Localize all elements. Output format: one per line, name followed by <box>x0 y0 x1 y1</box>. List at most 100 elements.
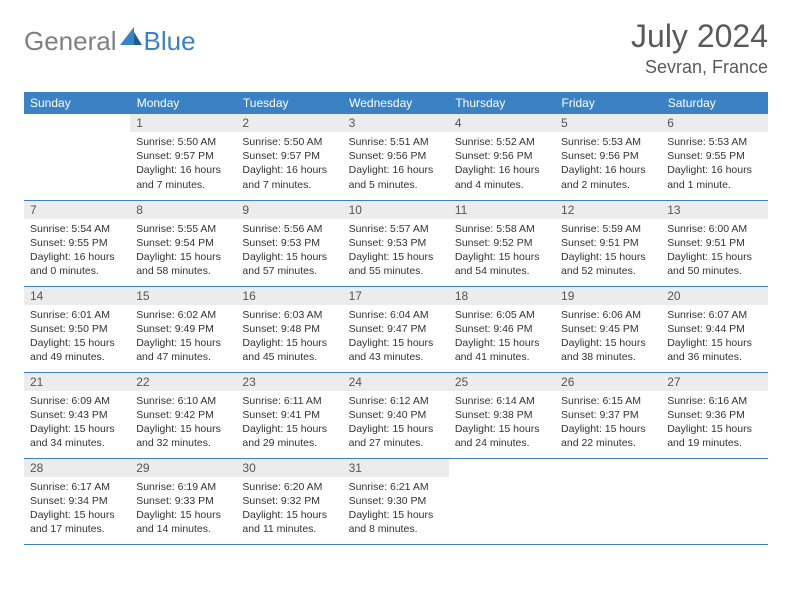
sunrise-text: Sunrise: 6:21 AM <box>349 480 443 494</box>
sunrise-text: Sunrise: 5:54 AM <box>30 222 124 236</box>
day-number: 11 <box>449 201 555 219</box>
day-number <box>449 459 555 463</box>
sunrise-text: Sunrise: 6:01 AM <box>30 308 124 322</box>
day-details: Sunrise: 5:58 AMSunset: 9:52 PMDaylight:… <box>449 219 555 283</box>
calendar-day-cell: 7Sunrise: 5:54 AMSunset: 9:55 PMDaylight… <box>24 200 130 286</box>
day-details: Sunrise: 6:17 AMSunset: 9:34 PMDaylight:… <box>24 477 130 541</box>
daylight-text: Daylight: 15 hours and 22 minutes. <box>561 422 655 450</box>
daylight-text: Daylight: 16 hours and 4 minutes. <box>455 163 549 191</box>
daylight-text: Daylight: 16 hours and 2 minutes. <box>561 163 655 191</box>
calendar-day-cell: 20Sunrise: 6:07 AMSunset: 9:44 PMDayligh… <box>661 286 767 372</box>
sunrise-text: Sunrise: 6:02 AM <box>136 308 230 322</box>
sunrise-text: Sunrise: 5:53 AM <box>561 135 655 149</box>
day-number: 6 <box>661 114 767 132</box>
sunset-text: Sunset: 9:37 PM <box>561 408 655 422</box>
weekday-header: Wednesday <box>343 92 449 114</box>
calendar-day-cell: 19Sunrise: 6:06 AMSunset: 9:45 PMDayligh… <box>555 286 661 372</box>
sunrise-text: Sunrise: 5:50 AM <box>136 135 230 149</box>
weekday-header: Thursday <box>449 92 555 114</box>
daylight-text: Daylight: 16 hours and 5 minutes. <box>349 163 443 191</box>
day-number <box>24 114 130 118</box>
day-details: Sunrise: 6:03 AMSunset: 9:48 PMDaylight:… <box>236 305 342 369</box>
sunset-text: Sunset: 9:32 PM <box>242 494 336 508</box>
sunrise-text: Sunrise: 5:59 AM <box>561 222 655 236</box>
sunset-text: Sunset: 9:36 PM <box>667 408 761 422</box>
day-details: Sunrise: 5:52 AMSunset: 9:56 PMDaylight:… <box>449 132 555 196</box>
daylight-text: Daylight: 15 hours and 29 minutes. <box>242 422 336 450</box>
title-block: July 2024 Sevran, France <box>631 18 768 78</box>
day-number: 17 <box>343 287 449 305</box>
sunset-text: Sunset: 9:54 PM <box>136 236 230 250</box>
calendar-week-row: 14 Sunrise: 6:01 AMSunset: 9:50 PM Dayligh… <box>24 286 768 372</box>
calendar-day-cell: 6Sunrise: 5:53 AMSunset: 9:55 PMDaylight… <box>661 114 767 200</box>
daylight-text: Daylight: 15 hours and 43 minutes. <box>349 336 443 364</box>
day-details: Sunrise: 5:57 AMSunset: 9:53 PMDaylight:… <box>343 219 449 283</box>
logo-text-blue: Blue <box>144 26 196 57</box>
calendar-day-cell: 16Sunrise: 6:03 AMSunset: 9:48 PMDayligh… <box>236 286 342 372</box>
calendar-day-cell: 4Sunrise: 5:52 AMSunset: 9:56 PMDaylight… <box>449 114 555 200</box>
daylight-text: Daylight: 15 hours and 17 minutes. <box>30 508 124 536</box>
sunset-text: Sunset: 9:33 PM <box>136 494 230 508</box>
sunrise-text: Sunrise: 5:52 AM <box>455 135 549 149</box>
calendar-day-cell: 11Sunrise: 5:58 AMSunset: 9:52 PMDayligh… <box>449 200 555 286</box>
calendar-day-cell: 12Sunrise: 5:59 AMSunset: 9:51 PMDayligh… <box>555 200 661 286</box>
weekday-header: Tuesday <box>236 92 342 114</box>
day-details: Sunrise: 6:06 AMSunset: 9:45 PMDaylight:… <box>555 305 661 369</box>
sunset-text: Sunset: 9:56 PM <box>455 149 549 163</box>
sunrise-text: Sunrise: 6:17 AM <box>30 480 124 494</box>
daylight-text: Daylight: 15 hours and 34 minutes. <box>30 422 124 450</box>
calendar-day-cell: 8Sunrise: 5:55 AMSunset: 9:54 PMDaylight… <box>130 200 236 286</box>
calendar-day-cell <box>24 114 130 200</box>
day-details: Sunrise: 5:50 AMSunset: 9:57 PMDaylight:… <box>236 132 342 196</box>
daylight-text: Daylight: 15 hours and 11 minutes. <box>242 508 336 536</box>
calendar-day-cell <box>661 458 767 544</box>
sunset-text: Sunset: 9:50 PM <box>30 322 124 336</box>
sunrise-text: Sunrise: 6:14 AM <box>455 394 549 408</box>
daylight-text: Daylight: 15 hours and 14 minutes. <box>136 508 230 536</box>
sunset-text: Sunset: 9:53 PM <box>242 236 336 250</box>
calendar-day-cell: 9Sunrise: 5:56 AMSunset: 9:53 PMDaylight… <box>236 200 342 286</box>
calendar-day-cell <box>449 458 555 544</box>
calendar-week-row: 7Sunrise: 5:54 AMSunset: 9:55 PMDaylight… <box>24 200 768 286</box>
logo-triangle-icon <box>120 27 142 50</box>
daylight-text: Daylight: 15 hours and 57 minutes. <box>242 250 336 278</box>
calendar-day-cell <box>555 458 661 544</box>
daylight-text: Daylight: 16 hours and 7 minutes. <box>136 163 230 191</box>
day-details: Sunrise: 5:59 AMSunset: 9:51 PMDaylight:… <box>555 219 661 283</box>
sunset-text: Sunset: 9:45 PM <box>561 322 655 336</box>
weekday-header: Friday <box>555 92 661 114</box>
day-number: 22 <box>130 373 236 391</box>
calendar-day-cell: 14Sunrise: 6:01 AMSunset: 9:50 PMDayligh… <box>24 286 130 372</box>
daylight-text: Daylight: 15 hours and 19 minutes. <box>667 422 761 450</box>
day-details: Sunrise: 6:16 AMSunset: 9:36 PMDaylight:… <box>661 391 767 455</box>
sunset-text: Sunset: 9:43 PM <box>30 408 124 422</box>
day-number: 7 <box>24 201 130 219</box>
sunset-text: Sunset: 9:34 PM <box>30 494 124 508</box>
calendar-day-cell: 15Sunrise: 6:02 AMSunset: 9:49 PMDayligh… <box>130 286 236 372</box>
calendar-day-cell: 5Sunrise: 5:53 AMSunset: 9:56 PMDaylight… <box>555 114 661 200</box>
day-number: 15 <box>130 287 236 305</box>
weekday-header: Monday <box>130 92 236 114</box>
daylight-text: Daylight: 15 hours and 55 minutes. <box>349 250 443 278</box>
page-header: General Blue July 2024 Sevran, France <box>24 18 768 78</box>
day-details: Sunrise: 6:09 AMSunset: 9:43 PMDaylight:… <box>24 391 130 455</box>
sunrise-text: Sunrise: 6:06 AM <box>561 308 655 322</box>
daylight-text: Daylight: 15 hours and 52 minutes. <box>561 250 655 278</box>
calendar-day-cell: 25Sunrise: 6:14 AMSunset: 9:38 PMDayligh… <box>449 372 555 458</box>
day-number: 27 <box>661 373 767 391</box>
calendar-day-cell: 1Sunrise: 5:50 AMSunset: 9:57 PMDaylight… <box>130 114 236 200</box>
day-number: 16 <box>236 287 342 305</box>
day-number: 2 <box>236 114 342 132</box>
day-number: 14 <box>24 287 130 305</box>
day-number: 4 <box>449 114 555 132</box>
daylight-text: Daylight: 15 hours and 27 minutes. <box>349 422 443 450</box>
sunset-text: Sunset: 9:57 PM <box>242 149 336 163</box>
daylight-text: Daylight: 15 hours and 50 minutes. <box>667 250 761 278</box>
day-details: Sunrise: 5:53 AMSunset: 9:55 PMDaylight:… <box>661 132 767 196</box>
day-number: 21 <box>24 373 130 391</box>
sunset-text: Sunset: 9:53 PM <box>349 236 443 250</box>
calendar-day-cell: 23Sunrise: 6:11 AMSunset: 9:41 PMDayligh… <box>236 372 342 458</box>
daylight-text: Daylight: 16 hours and 7 minutes. <box>242 163 336 191</box>
daylight-text: Daylight: 15 hours and 38 minutes. <box>561 336 655 364</box>
sunrise-text: Sunrise: 5:55 AM <box>136 222 230 236</box>
